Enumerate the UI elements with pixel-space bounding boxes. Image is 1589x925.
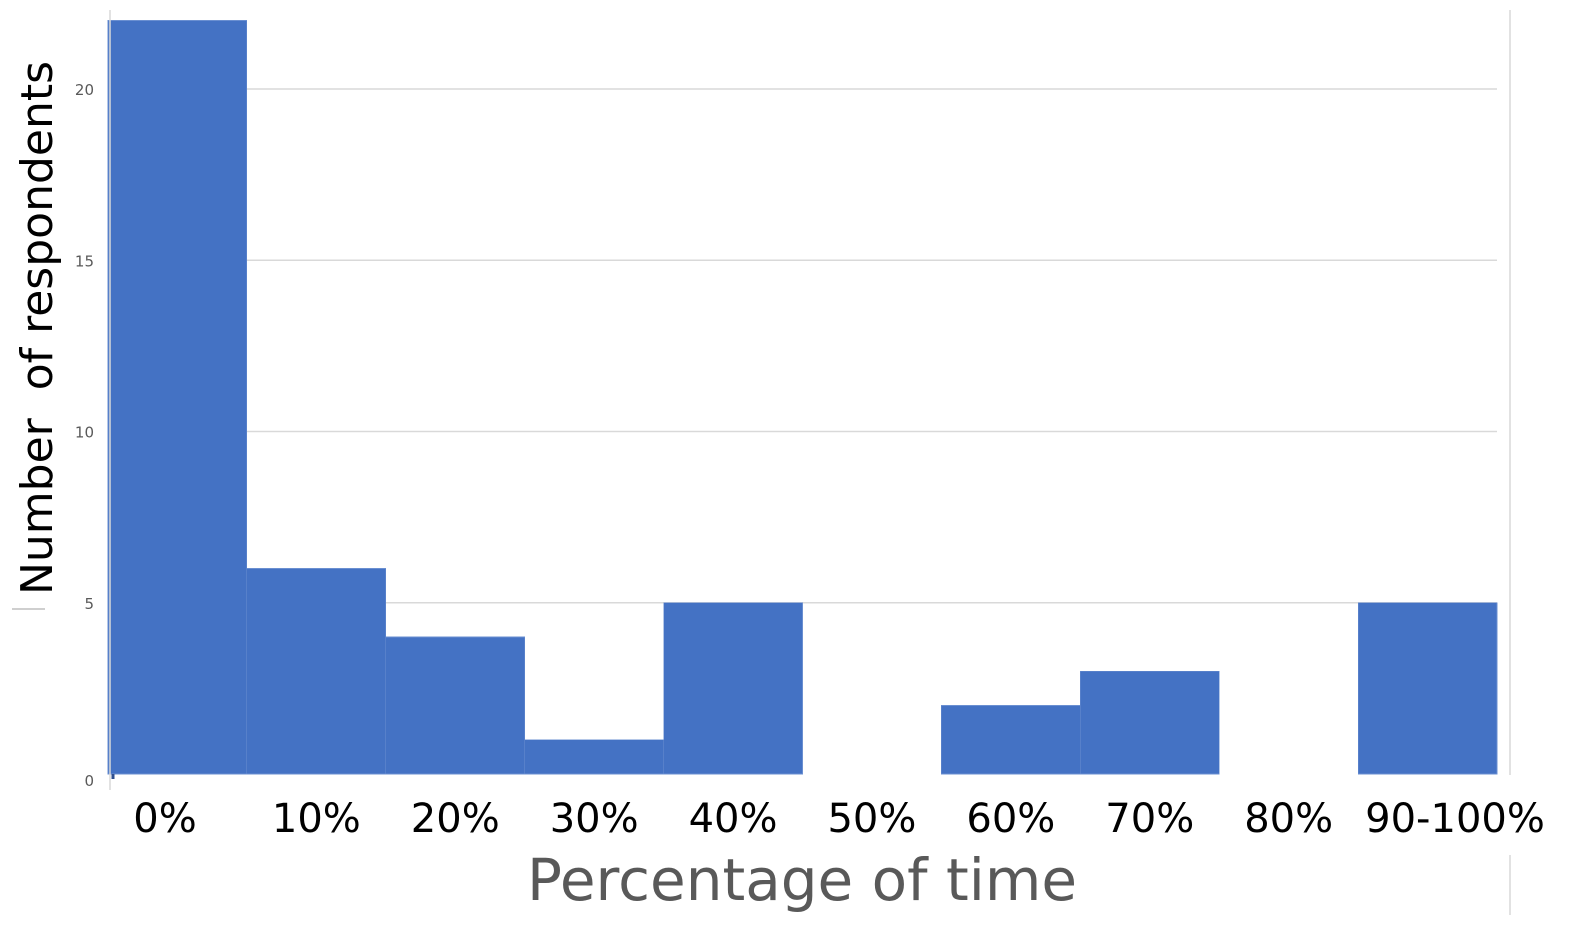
x-tick-labels: 0% 10% 20% 30% 40% 50% 60% 70% 80% 90-100%	[133, 796, 1545, 842]
x-axis-label: Percentage of time	[527, 846, 1077, 914]
bar-30pct	[524, 739, 664, 775]
y-tick-labels: 0 5 10 15 20	[75, 81, 94, 790]
y-tick-label: 15	[75, 252, 94, 270]
x-tick-label: 50%	[827, 796, 916, 842]
y-axis-label: Number of respondents	[12, 61, 63, 595]
x-tick-label: 80%	[1244, 796, 1333, 842]
x-tick-label: 10%	[272, 796, 361, 842]
y-tick-label: 0	[84, 772, 94, 790]
bars	[107, 20, 1498, 775]
bar-0pct	[107, 20, 248, 775]
y-tick-label: 20	[75, 81, 94, 99]
x-tick-label: 40%	[689, 796, 778, 842]
bar-60pct	[941, 705, 1081, 775]
bar-20pct	[385, 636, 525, 775]
x-tick-label: 90-100%	[1365, 796, 1545, 842]
bar-10pct	[246, 568, 387, 775]
bar-90-100pct	[1357, 602, 1498, 775]
x-tick-label: 30%	[550, 796, 639, 842]
bar-70pct	[1080, 670, 1220, 775]
x-tick-label: 0%	[133, 796, 196, 842]
bar-40pct	[663, 602, 803, 775]
x-tick-label: 20%	[411, 796, 500, 842]
y-tick-label: 10	[75, 424, 94, 442]
x-tick-label: 70%	[1105, 796, 1194, 842]
x-tick-label: 60%	[966, 796, 1055, 842]
y-tick-label: 5	[84, 595, 94, 613]
gridlines	[244, 88, 1497, 604]
